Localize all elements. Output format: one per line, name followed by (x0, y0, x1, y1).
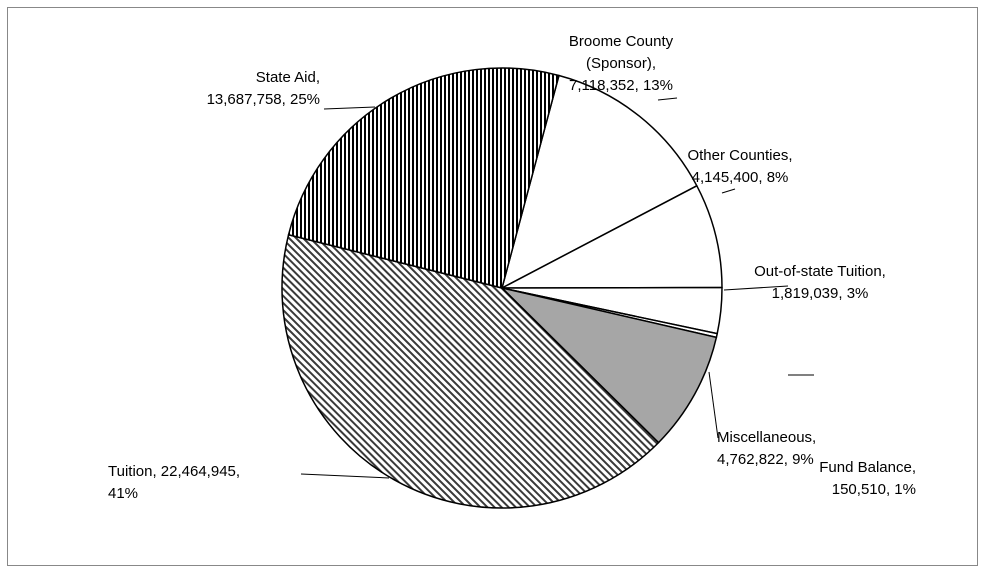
data-label-line: Broome County (569, 33, 674, 50)
data-label-line: 41% (108, 485, 138, 502)
leader-line-broome-county-sponsor (657, 97, 678, 101)
chart-area: Broome County (Sponsor), 7,118,352, 13% Oth… (7, 7, 978, 566)
data-label-broome-county-sponsor: Broome County (Sponsor), 7,118,352, 13% (569, 33, 674, 94)
leader-line-other-counties (721, 188, 736, 194)
data-label-line: 1,819,039, 3% (772, 285, 869, 302)
data-label-line: Out-of-state Tuition, (754, 263, 886, 280)
pie-slice-tuition (281, 234, 660, 509)
data-label-line: Other Counties, (687, 147, 792, 164)
data-label-line: 7,118,352, 13% (569, 77, 673, 94)
leader-line-tuition (300, 473, 390, 479)
data-label-state-aid: State Aid, 13,687,758, 25% (207, 69, 320, 108)
pie-slice-broome-county-sponsor (501, 74, 698, 289)
data-label-line: 4,145,400, 8% (692, 169, 789, 186)
data-label-fund-balance: Fund Balance, 150,510, 1% (819, 459, 916, 498)
data-label-line: 4,762,822, 9% (717, 451, 814, 468)
data-label-other-counties: Other Counties, 4,145,400, 8% (687, 147, 792, 186)
leader-line-state-aid (323, 106, 376, 110)
data-label-line: Miscellaneous, (717, 429, 816, 446)
data-label-line: Tuition, 22,464,945, (108, 463, 240, 480)
pie-chart: Broome County (Sponsor), 7,118,352, 13% Oth… (108, 33, 916, 509)
data-label-tuition: Tuition, 22,464,945, 41% (108, 463, 240, 502)
pie-slice-state-aid (287, 67, 560, 289)
leader-line-out-of-state-tuition (723, 285, 789, 291)
pie-slice-miscellaneous (501, 287, 718, 444)
leader-line-miscellaneous (708, 371, 719, 439)
data-label-line: 13,687,758, 25% (207, 91, 320, 108)
data-label-out-of-state-tuition: Out-of-state Tuition, 1,819,039, 3% (754, 263, 886, 302)
data-label-miscellaneous: Miscellaneous, 4,762,822, 9% (717, 429, 816, 468)
data-label-line: (Sponsor), (586, 55, 656, 72)
pie-slice-other-counties (501, 185, 723, 289)
data-label-line: Fund Balance, (819, 459, 916, 476)
data-label-line: 150,510, 1% (832, 481, 916, 498)
data-label-line: State Aid, (256, 69, 320, 86)
